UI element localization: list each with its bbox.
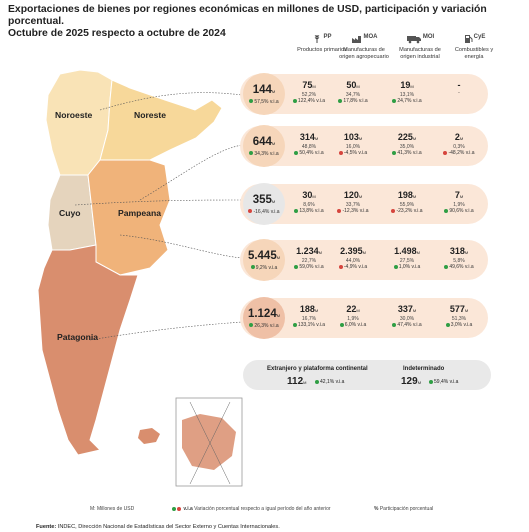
category-label: Combustibles y energía xyxy=(454,47,494,60)
title-line-2: Octubre de 2025 respecto a octubre de 20… xyxy=(8,28,226,39)
islands-malvinas xyxy=(138,428,160,444)
extra-row: Extranjero y plataforma continental 112M… xyxy=(243,360,491,390)
grain-icon: PP xyxy=(294,34,350,46)
map-label-cuyo: Cuyo xyxy=(59,208,81,218)
region-cell: 120M 33,7% -12,3% v.i.a xyxy=(328,190,378,214)
factory-leaf-icon: MOA xyxy=(336,34,392,46)
extranjero-value: 112M xyxy=(287,376,307,387)
category-moa: MOA Manufacturas de origen agropecuario xyxy=(336,34,392,60)
extranjero-var: 42,1% v.i.a xyxy=(315,379,344,385)
indeterminado-var: 59,4% v.i.a xyxy=(429,379,458,385)
region-total-circle: 355M -16,4% v.i.a xyxy=(243,183,285,225)
map-label-pampeana: Pampeana xyxy=(118,208,161,218)
fuel-icon: CyE xyxy=(446,34,502,46)
region-cell: 1.234M 22,7% 59,0% v.i.a xyxy=(294,246,324,270)
region-cell: 7M 1,9% 90,6% v.i.a xyxy=(434,190,484,214)
indeterminado-label: Indeterminado xyxy=(403,366,445,372)
region-cell: 19M 13,1% 24,7% v.i.a xyxy=(382,80,432,104)
region-noreste xyxy=(99,79,223,161)
region-total-circle: 5.445M 9,2% v.i.a xyxy=(243,239,285,281)
legend-pct: % Participación porcentual xyxy=(374,506,434,512)
legend-via: v.i.a Variación porcentual respecto a ig… xyxy=(172,506,331,512)
region-cell: 2.395M 44,0% -4,9% v.i.a xyxy=(338,246,368,270)
chart-title: Exportaciones de bienes por regiones eco… xyxy=(8,4,529,40)
category-header: PP Productos primarios MOA Manufacturas … xyxy=(0,34,529,74)
region-cell: 188M 16,7% 133,1% v.i.a xyxy=(284,304,334,328)
region-cell: 50M 34,7% 17,8% v.i.a xyxy=(328,80,378,104)
category-label: Manufacturas de origen industrial xyxy=(399,47,441,60)
region-cell: 314M 48,8% 50,4% v.i.a xyxy=(284,132,334,156)
region-total-circle: 144M 57,5% v.i.a xyxy=(243,73,285,115)
region-cell: 318M 5,8% 49,6% v.i.a xyxy=(434,246,484,270)
extranjero-label: Extranjero y plataforma continental xyxy=(267,366,368,372)
title-line-1: Exportaciones de bienes por regiones eco… xyxy=(8,4,487,27)
region-cell: 30M 8,6% 13,8% v.i.a xyxy=(284,190,334,214)
region-cell: 103M 16,0% -4,5% v.i.a xyxy=(328,132,378,156)
region-cell: 22M 1,9% 6,0% v.i.a xyxy=(328,304,378,328)
source-note: Fuente: INDEC, Dirección Nacional de Est… xyxy=(36,524,280,530)
category-label: Manufacturas de origen agropecuario xyxy=(339,47,389,60)
category-pp: PP Productos primarios xyxy=(294,34,350,54)
map-label-noreste: Noreste xyxy=(134,110,166,120)
region-cell: 2M 0,3% -48,2% v.i.a xyxy=(434,132,484,156)
region-cell: 337M 30,0% 47,4% v.i.a xyxy=(382,304,432,328)
map-label-patagonia: Patagonia xyxy=(57,332,99,342)
region-cell: 1.498M 27,5% 1,0% v.i.a xyxy=(393,246,421,270)
legend-musd: M: Millones de USD xyxy=(90,506,135,512)
truck-icon: MOI xyxy=(392,34,448,46)
region-total-circle: 1.124M 26,3% v.i.a xyxy=(243,297,285,339)
region-cell: 577M 51,3% 3,0% v.i.a xyxy=(434,304,484,328)
category-label: Productos primarios xyxy=(297,47,347,53)
region-cell: 198M 55,9% -23,2% v.i.a xyxy=(382,190,432,214)
category-moi: MOI Manufacturas de origen industrial xyxy=(392,34,448,60)
indeterminado-value: 129M xyxy=(401,376,422,387)
region-total-circle: 644M 34,3% v.i.a xyxy=(243,125,285,167)
category-cye: CyE Combustibles y energía xyxy=(446,34,502,60)
region-cell: 75M 52,2% 122,4% v.i.a xyxy=(284,80,334,104)
map-label-noroeste: Noroeste xyxy=(55,110,93,120)
region-cell: -- xyxy=(457,80,461,96)
region-cell: 225M 35,0% 41,3% v.i.a xyxy=(382,132,432,156)
region-patagonia xyxy=(37,244,139,456)
